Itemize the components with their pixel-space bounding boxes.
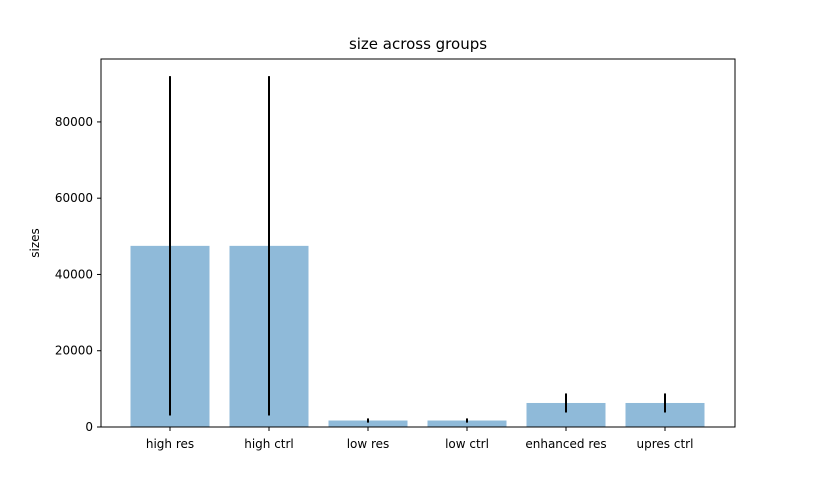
bar (427, 420, 507, 427)
bar (328, 420, 408, 427)
x-tick-label: low res (347, 437, 390, 451)
x-tick-label: upres ctrl (637, 437, 694, 451)
y-tick-label: 0 (85, 420, 93, 434)
chart-title: size across groups (349, 35, 487, 53)
plot-frame (100, 58, 736, 428)
y-tick-label: 40000 (55, 267, 93, 281)
x-tick-label: low ctrl (445, 437, 489, 451)
x-axis: high res high ctrl low res low ctrl enhanced… (146, 427, 694, 451)
x-tick-label: enhanced res (525, 437, 606, 451)
error-bars-layer (169, 76, 666, 423)
y-tick-label: 80000 (55, 115, 93, 129)
y-tick-label: 60000 (55, 191, 93, 205)
y-axis: 0 20000 40000 60000 80000 (55, 115, 101, 434)
y-tick-label: 20000 (55, 344, 93, 358)
bars-layer (130, 245, 705, 427)
y-axis-label: sizes (28, 228, 42, 258)
x-tick-label: high ctrl (244, 437, 294, 451)
x-tick-label: high res (146, 437, 194, 451)
